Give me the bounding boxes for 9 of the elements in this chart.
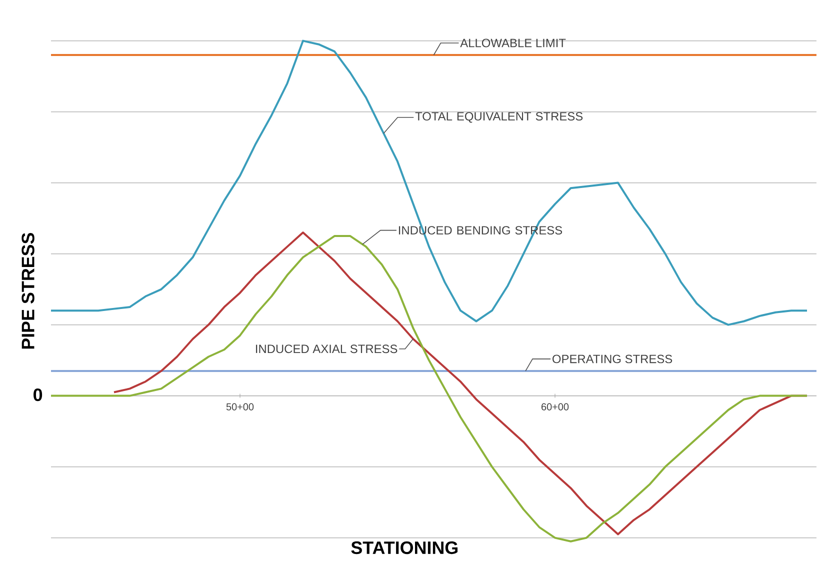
- x-axis-title: STATIONING: [351, 541, 458, 554]
- ref-line-label: ALLOWABLE LIMIT: [460, 38, 566, 48]
- series-label: INDUCED AXIAL STRESS: [256, 344, 398, 354]
- y-axis-title: PIPE STRESS: [22, 232, 34, 349]
- ref-line-label: OPERATING STRESS: [552, 354, 672, 364]
- text: TOTAL EQUIVALENT STRESS: [415, 112, 583, 123]
- x-tick-label: 60+00: [542, 403, 569, 410]
- text: 0: [34, 388, 42, 402]
- x-tick-label: 50+00: [226, 403, 254, 410]
